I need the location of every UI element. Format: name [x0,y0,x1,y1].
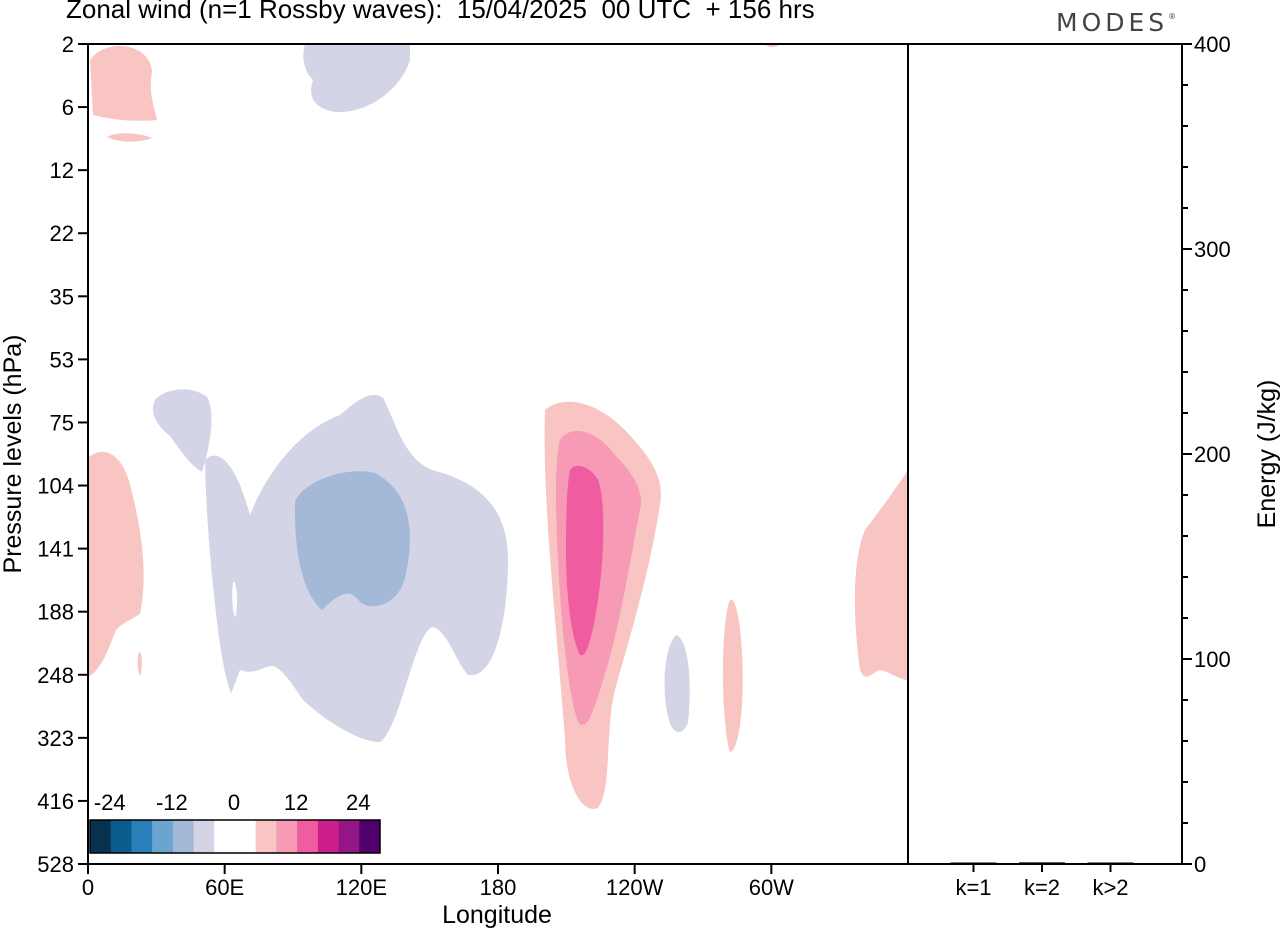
x-axis-title: Longitude [442,901,552,929]
pressure-axis: 2 6 12 22 35 53 75 104 141 188 248 323 416 528 [37,32,88,877]
contour-positive-1 [88,451,144,677]
colorbar-swatch [338,820,360,853]
colorbar-swatch [152,820,174,853]
energy-category-label: k=1 [955,875,991,900]
y-tick-label: 528 [37,852,74,877]
colorbar-swatch [193,820,215,853]
y-tick-label: 104 [37,474,74,499]
colorbar-swatch [297,820,319,853]
colorbar-swatch [276,820,298,853]
y-tick-label: 22 [50,221,74,246]
x-tick-label: 120W [606,875,664,900]
colorbar-swatch [90,820,112,853]
colorbar-swatch [110,820,132,853]
y-tick-label: 248 [37,663,74,688]
colorbar-legend: -24 -12 0 12 24 [89,790,381,854]
colorbar-swatch [172,820,195,853]
colorbar-border [89,819,381,854]
energy-bar [1019,862,1065,864]
energy-bar [1087,862,1134,864]
energy-category-label: k=2 [1024,875,1060,900]
x-tick-label: 0 [82,875,94,900]
energy-bars: k=1 k=2 k>2 [950,862,1134,900]
contour-negative-2 [294,471,410,610]
colorbar-swatch [255,820,277,853]
y-tick-label: 2 [62,32,74,57]
energy-category-label: k>2 [1092,875,1128,900]
energy-panel-frame [907,43,1183,865]
contour-positive-1 [90,46,157,121]
y-tick-label: 188 [37,600,74,625]
contour-positive-3 [566,465,604,656]
energy-tick-label: 0 [1194,852,1206,877]
chart-title: Zonal wind (n=1 Rossby waves): 15/04/202… [66,0,815,24]
y-tick-label: 6 [62,95,74,120]
energy-axis-title: Energy (J/kg) [1253,380,1280,529]
y-tick-label: 35 [50,284,74,309]
energy-tick-label: 400 [1194,32,1231,57]
colorbar-swatch [214,820,236,853]
colorbar-swatch [317,820,340,853]
contour-gap [232,581,237,617]
y-tick-label: 323 [37,726,74,751]
energy-axis: 0 100 200 300 400 [1182,32,1231,877]
y-tick-label: 53 [50,347,74,372]
colorbar-label: -24 [94,790,126,815]
longitude-axis: 0 60E 120E 180 120W 60W [82,864,794,900]
contour-positive-1 [137,651,142,676]
x-tick-label: 60E [205,875,244,900]
energy-bar [950,862,997,864]
contour-negative-1 [152,389,212,472]
colorbar-label: 12 [284,790,308,815]
y-tick-label: 141 [37,537,74,562]
contour-positive-1 [722,599,743,752]
main-plot-frame [87,43,909,865]
contour-layer [88,44,908,809]
y-tick-label: 75 [50,410,74,435]
brand-text: MODES [1056,8,1169,37]
y-axis-title: Pressure levels (hPa) [0,335,27,574]
contour-positive-1 [854,470,908,680]
energy-tick-label: 300 [1194,237,1231,262]
energy-tick-label: 200 [1194,442,1231,467]
y-tick-label: 12 [50,158,74,183]
colorbar-swatch [359,820,381,853]
contour-positive-1 [107,133,152,142]
colorbar-label: -12 [156,790,188,815]
contour-negative-1 [210,44,410,113]
contour-negative-1 [664,635,690,732]
colorbar-label: 0 [228,790,240,815]
energy-tick-label: 100 [1194,647,1231,672]
brand-logo: MODES® [1056,8,1176,37]
x-tick-label: 180 [480,875,517,900]
colorbar-swatch [235,820,257,853]
colorbar-swatch [131,820,153,853]
colorbar-label: 24 [346,790,370,815]
x-tick-label: 60W [749,875,794,900]
brand-mark: ® [1168,12,1177,21]
x-tick-label: 120E [336,875,387,900]
y-tick-label: 416 [37,789,74,814]
